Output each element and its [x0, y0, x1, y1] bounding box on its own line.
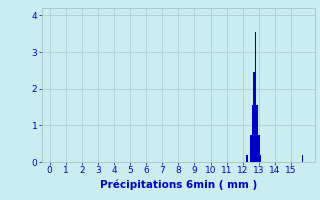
- Bar: [256, 105, 258, 162]
- Bar: [260, 155, 261, 162]
- Bar: [253, 72, 255, 162]
- Bar: [252, 105, 253, 162]
- Bar: [255, 32, 256, 162]
- Bar: [301, 155, 303, 162]
- Bar: [250, 134, 252, 162]
- Bar: [258, 134, 260, 162]
- X-axis label: Précipitations 6min ( mm ): Précipitations 6min ( mm ): [100, 179, 257, 190]
- Bar: [246, 155, 248, 162]
